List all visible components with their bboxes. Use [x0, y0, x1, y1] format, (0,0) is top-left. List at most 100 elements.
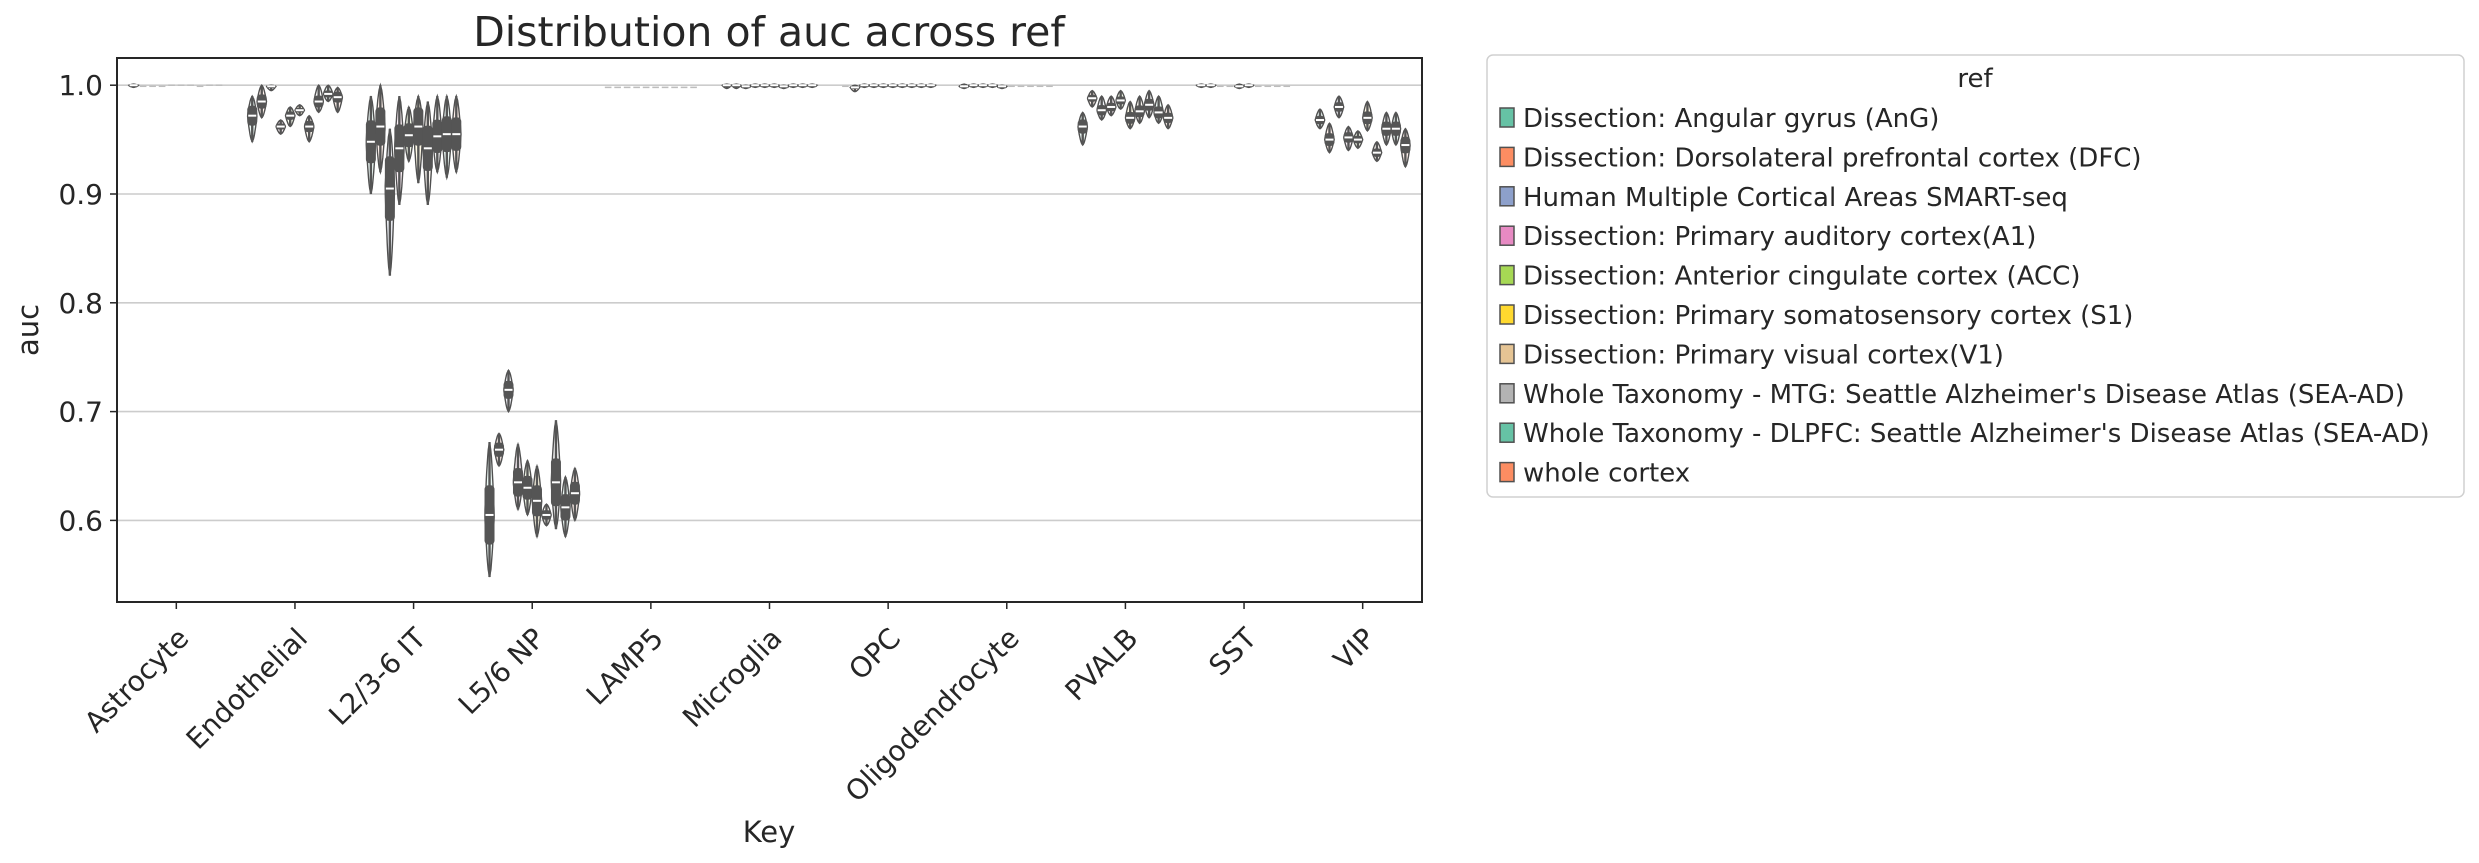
- x-tick-label: LAMP5: [580, 622, 670, 712]
- y-tick-label: 0.8: [58, 287, 103, 320]
- legend-label: Human Multiple Cortical Areas SMART-seq: [1523, 183, 2068, 213]
- legend-swatch: [1499, 304, 1515, 325]
- legend-swatch: [1499, 383, 1515, 404]
- violin: [303, 114, 315, 143]
- y-tick-label: 0.9: [58, 178, 103, 211]
- violin: [384, 128, 396, 276]
- legend-swatch: [1499, 422, 1515, 443]
- violin: [246, 94, 258, 144]
- violin: [905, 83, 918, 89]
- violin: [375, 82, 386, 175]
- violin: [1096, 95, 1108, 121]
- violin: [1134, 94, 1146, 125]
- category-group: [1195, 83, 1291, 90]
- violin: [721, 83, 733, 90]
- violin: [412, 93, 424, 184]
- legend: ref Dissection: Angular gyrus (AnG)Disse…: [1486, 54, 2465, 498]
- legend-swatch: [1499, 461, 1515, 483]
- violin: [787, 83, 800, 89]
- violin: [521, 458, 533, 517]
- category-group: [127, 83, 223, 89]
- violin: [441, 93, 453, 181]
- violin: [1124, 100, 1136, 130]
- violin: [484, 441, 495, 578]
- violin: [265, 84, 277, 92]
- category-group: [246, 83, 344, 144]
- violin: [1204, 83, 1218, 89]
- legend-label: Whole Taxonomy - MTG: Seattle Alzheimer'…: [1523, 380, 2405, 410]
- violin: [849, 84, 861, 93]
- x-tick-label: Endothelial: [180, 622, 314, 756]
- violin: [422, 101, 434, 206]
- legend-item: Dissection: Angular gyrus (AnG): [1499, 104, 1939, 134]
- violin: [730, 83, 742, 90]
- violins: [127, 82, 1411, 578]
- violin: [403, 105, 415, 164]
- violin: [958, 83, 970, 90]
- violin: [1333, 95, 1345, 119]
- legend-item: Dissection: Anterior cingulate cortex (A…: [1499, 262, 2080, 292]
- legend-swatch: [1499, 186, 1515, 207]
- violin: [758, 83, 771, 89]
- legend-label: Whole Taxonomy - DLPFC: Seattle Alzheime…: [1523, 419, 2430, 449]
- violin: [768, 83, 781, 89]
- violin: [1314, 108, 1326, 130]
- category-group: [958, 83, 1053, 90]
- legend-label: Dissection: Angular gyrus (AnG): [1523, 104, 1939, 134]
- violin: [365, 95, 377, 195]
- legend-swatch: [1499, 343, 1515, 365]
- violin: [1105, 95, 1117, 117]
- category-group: [484, 368, 581, 578]
- violin: [1086, 89, 1098, 108]
- violin: [877, 83, 890, 89]
- legend-label: Dissection: Anterior cingulate cortex (A…: [1523, 262, 2080, 292]
- violin: [977, 83, 990, 89]
- violin: [531, 463, 543, 539]
- violin: [986, 83, 999, 89]
- legend-item: Dissection: Primary somatosensory cortex…: [1499, 301, 2133, 331]
- chart-title: Distribution of auc across ref: [473, 8, 1066, 56]
- legend-item: Human Multiple Cortical Areas SMART-seq: [1499, 183, 2068, 213]
- violin: [540, 503, 552, 527]
- legend-item: Dissection: Dorsolateral prefrontal cort…: [1499, 143, 2142, 173]
- grid-lines: [117, 84, 1422, 522]
- legend-swatch: [1499, 225, 1515, 246]
- violin: [1115, 89, 1126, 110]
- violin: [1195, 83, 1208, 89]
- legend-items: Dissection: Angular gyrus (AnG) Dissectio…: [1499, 104, 2430, 489]
- legend-swatch: [1499, 107, 1515, 128]
- violin: [1390, 111, 1402, 147]
- violin: [313, 84, 325, 114]
- violin: [858, 83, 871, 89]
- violin: [322, 84, 334, 103]
- y-axis-label: auc: [11, 304, 45, 356]
- violin: [896, 83, 909, 89]
- violin: [1143, 89, 1155, 119]
- violin: [806, 83, 819, 89]
- category-group: [721, 83, 819, 90]
- x-tick-label: L2/3-6 IT: [322, 621, 433, 732]
- legend-label: Dissection: Primary auditory cortex(A1): [1523, 222, 2036, 252]
- legend-frame: [1486, 54, 2465, 498]
- legend-item: Whole Taxonomy - DLPFC: Seattle Alzheime…: [1499, 419, 2430, 449]
- legend-swatch: [1499, 264, 1515, 286]
- violin: [1371, 140, 1383, 163]
- violin: [1153, 94, 1165, 125]
- x-tick-label: VIP: [1327, 622, 1382, 677]
- x-tick-label: SST: [1202, 621, 1263, 682]
- y-tick-label: 0.7: [58, 396, 103, 429]
- violin: [777, 84, 790, 90]
- violin: [512, 441, 524, 512]
- x-axis-label: Key: [743, 815, 796, 849]
- violin: [550, 420, 562, 530]
- x-tick-label: OPC: [842, 622, 907, 687]
- violin: [332, 86, 344, 114]
- violin: [1380, 111, 1392, 147]
- violin: [560, 474, 571, 539]
- legend-item: whole cortex: [1499, 459, 1690, 489]
- violin: [1352, 130, 1364, 150]
- violin: [1233, 83, 1246, 90]
- legend-label: Dissection: Dorsolateral prefrontal cort…: [1523, 143, 2142, 173]
- violin: [1399, 127, 1411, 169]
